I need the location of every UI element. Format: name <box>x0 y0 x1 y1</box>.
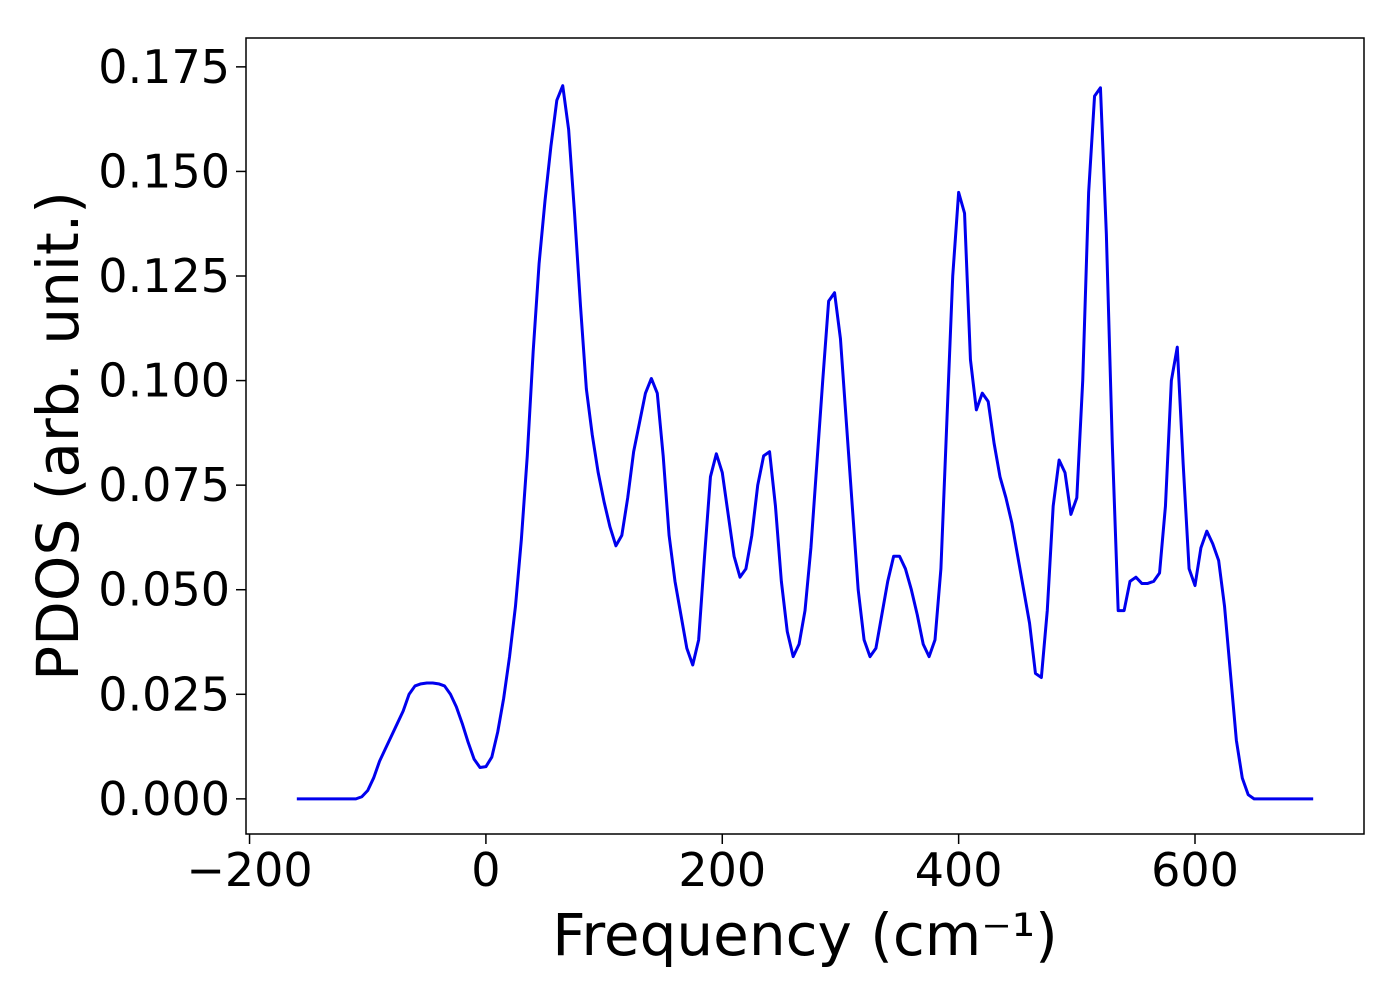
x-tick-label: 200 <box>678 843 766 897</box>
y-tick-label: 0.175 <box>98 40 230 94</box>
y-tick-label: 0.050 <box>98 563 230 617</box>
x-tick-label: 400 <box>915 843 1003 897</box>
x-axis-label: Frequency (cm⁻¹) <box>552 901 1058 969</box>
x-tick-label: −200 <box>186 843 312 897</box>
y-tick-label: 0.075 <box>98 458 230 512</box>
y-tick-label: 0.150 <box>98 144 230 198</box>
x-tick-label: 600 <box>1151 843 1239 897</box>
y-tick-label: 0.000 <box>98 772 230 826</box>
y-tick-label: 0.100 <box>98 354 230 408</box>
x-tick-label: 0 <box>471 843 500 897</box>
y-tick-label: 0.125 <box>98 249 230 303</box>
y-tick-label: 0.025 <box>98 667 230 721</box>
y-axis-label: PDOS (arb. unit.) <box>24 191 92 681</box>
plot-frame <box>245 37 1365 835</box>
data-line <box>296 84 1314 801</box>
